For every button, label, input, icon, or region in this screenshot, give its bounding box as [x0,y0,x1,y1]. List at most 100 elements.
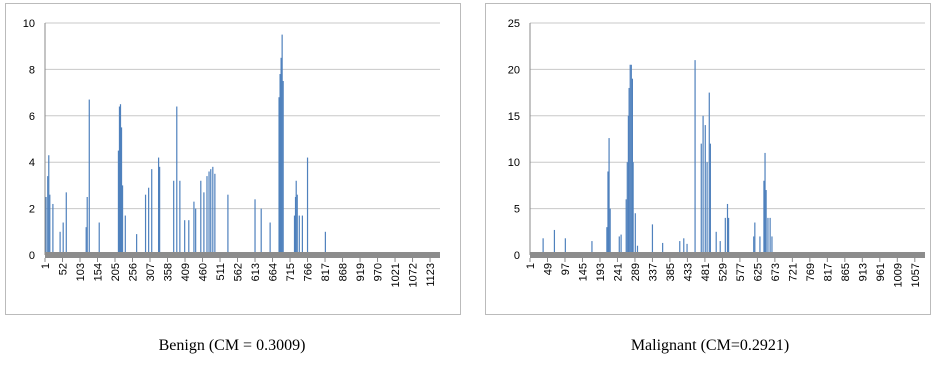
x-tick-label: 1021 [390,263,402,287]
bar [765,190,767,255]
x-tick-label: 529 [717,263,729,281]
bar [88,99,90,255]
bar [281,34,283,255]
x-tick-label: 1 [525,263,537,269]
bar [306,157,309,255]
bar [118,106,121,256]
bar [719,241,721,255]
x-tick-label: 817 [822,263,834,281]
bar [683,238,685,255]
bar [173,180,175,255]
bar [293,215,296,255]
bar [151,169,153,255]
bar [278,97,280,256]
y-tick-label: 4 [29,157,35,169]
bar [157,157,160,255]
bar [708,92,710,255]
bar [144,194,147,255]
bar [121,185,124,255]
bar [45,197,47,255]
bar [636,245,639,255]
x-tick-label: 673 [770,263,782,281]
x-tick-label: 919 [355,263,367,281]
x-tick-label: 256 [128,263,140,281]
bar [700,143,702,255]
bar [553,229,556,255]
x-tick-label: 1057 [910,263,922,287]
x-tick-label: 97 [560,263,572,275]
x-tick-label: 715 [285,263,297,281]
y-tick-label: 8 [29,64,35,76]
bar [208,171,210,255]
bar [764,152,766,255]
x-tick-label: 154 [93,263,105,281]
bar [65,192,67,255]
bar [679,241,681,255]
bar [607,171,609,255]
bar [754,222,756,255]
x-tick-label: 289 [630,263,642,281]
panel-frame [485,3,931,315]
bar [195,208,197,255]
bar [117,150,120,255]
bar [59,231,61,255]
x-tick-label: 358 [163,263,175,281]
bar [159,166,161,255]
bar [298,215,300,255]
bar [301,215,303,255]
bar [188,220,190,255]
x-tick-label: 307 [145,263,157,281]
bar [184,220,186,255]
bar [260,208,262,255]
bar [662,242,664,255]
bar [608,138,610,255]
bar [618,236,620,255]
bar [120,127,123,255]
bar [85,227,87,255]
x-tick-label: 562 [233,263,245,281]
bar [124,215,126,255]
bar [767,217,769,255]
x-tick-label: 1123 [425,263,437,287]
bar [620,234,622,255]
x-tick-label: 433 [682,263,694,281]
bar [715,231,717,255]
bar [625,199,627,255]
bar [98,222,100,255]
x-tick-label: 193 [595,263,607,281]
y-tick-label: 10 [23,18,35,30]
bar [86,197,88,255]
bar [763,180,765,255]
x-tick-label: 409 [180,263,192,281]
y-tick-label: 0 [514,250,520,262]
bar [591,241,593,255]
bar [771,236,773,255]
x-tick-label: 625 [752,263,764,281]
x-tick-label: 103 [75,263,87,281]
bar [709,143,711,255]
bar [702,115,704,255]
bar [629,64,631,255]
bar [136,234,138,255]
x-tick-label: 817 [320,263,332,281]
panel-frame [5,3,461,315]
x-axis [45,252,440,258]
bar [628,87,630,256]
x-tick-label: 961 [875,263,887,281]
x-tick-label: 613 [250,263,262,281]
x-tick-label: 52 [58,263,70,275]
y-tick-label: 2 [29,204,35,216]
bar [119,104,122,255]
bar [609,208,611,255]
bar [606,227,608,255]
bar [48,155,50,255]
x-tick-label: 769 [805,263,817,281]
bar [206,176,208,255]
bar [269,222,271,255]
y-tick-label: 25 [508,18,520,30]
x-tick-label: 511 [215,263,227,281]
x-tick-label: 205 [110,263,122,281]
bar [627,115,629,255]
